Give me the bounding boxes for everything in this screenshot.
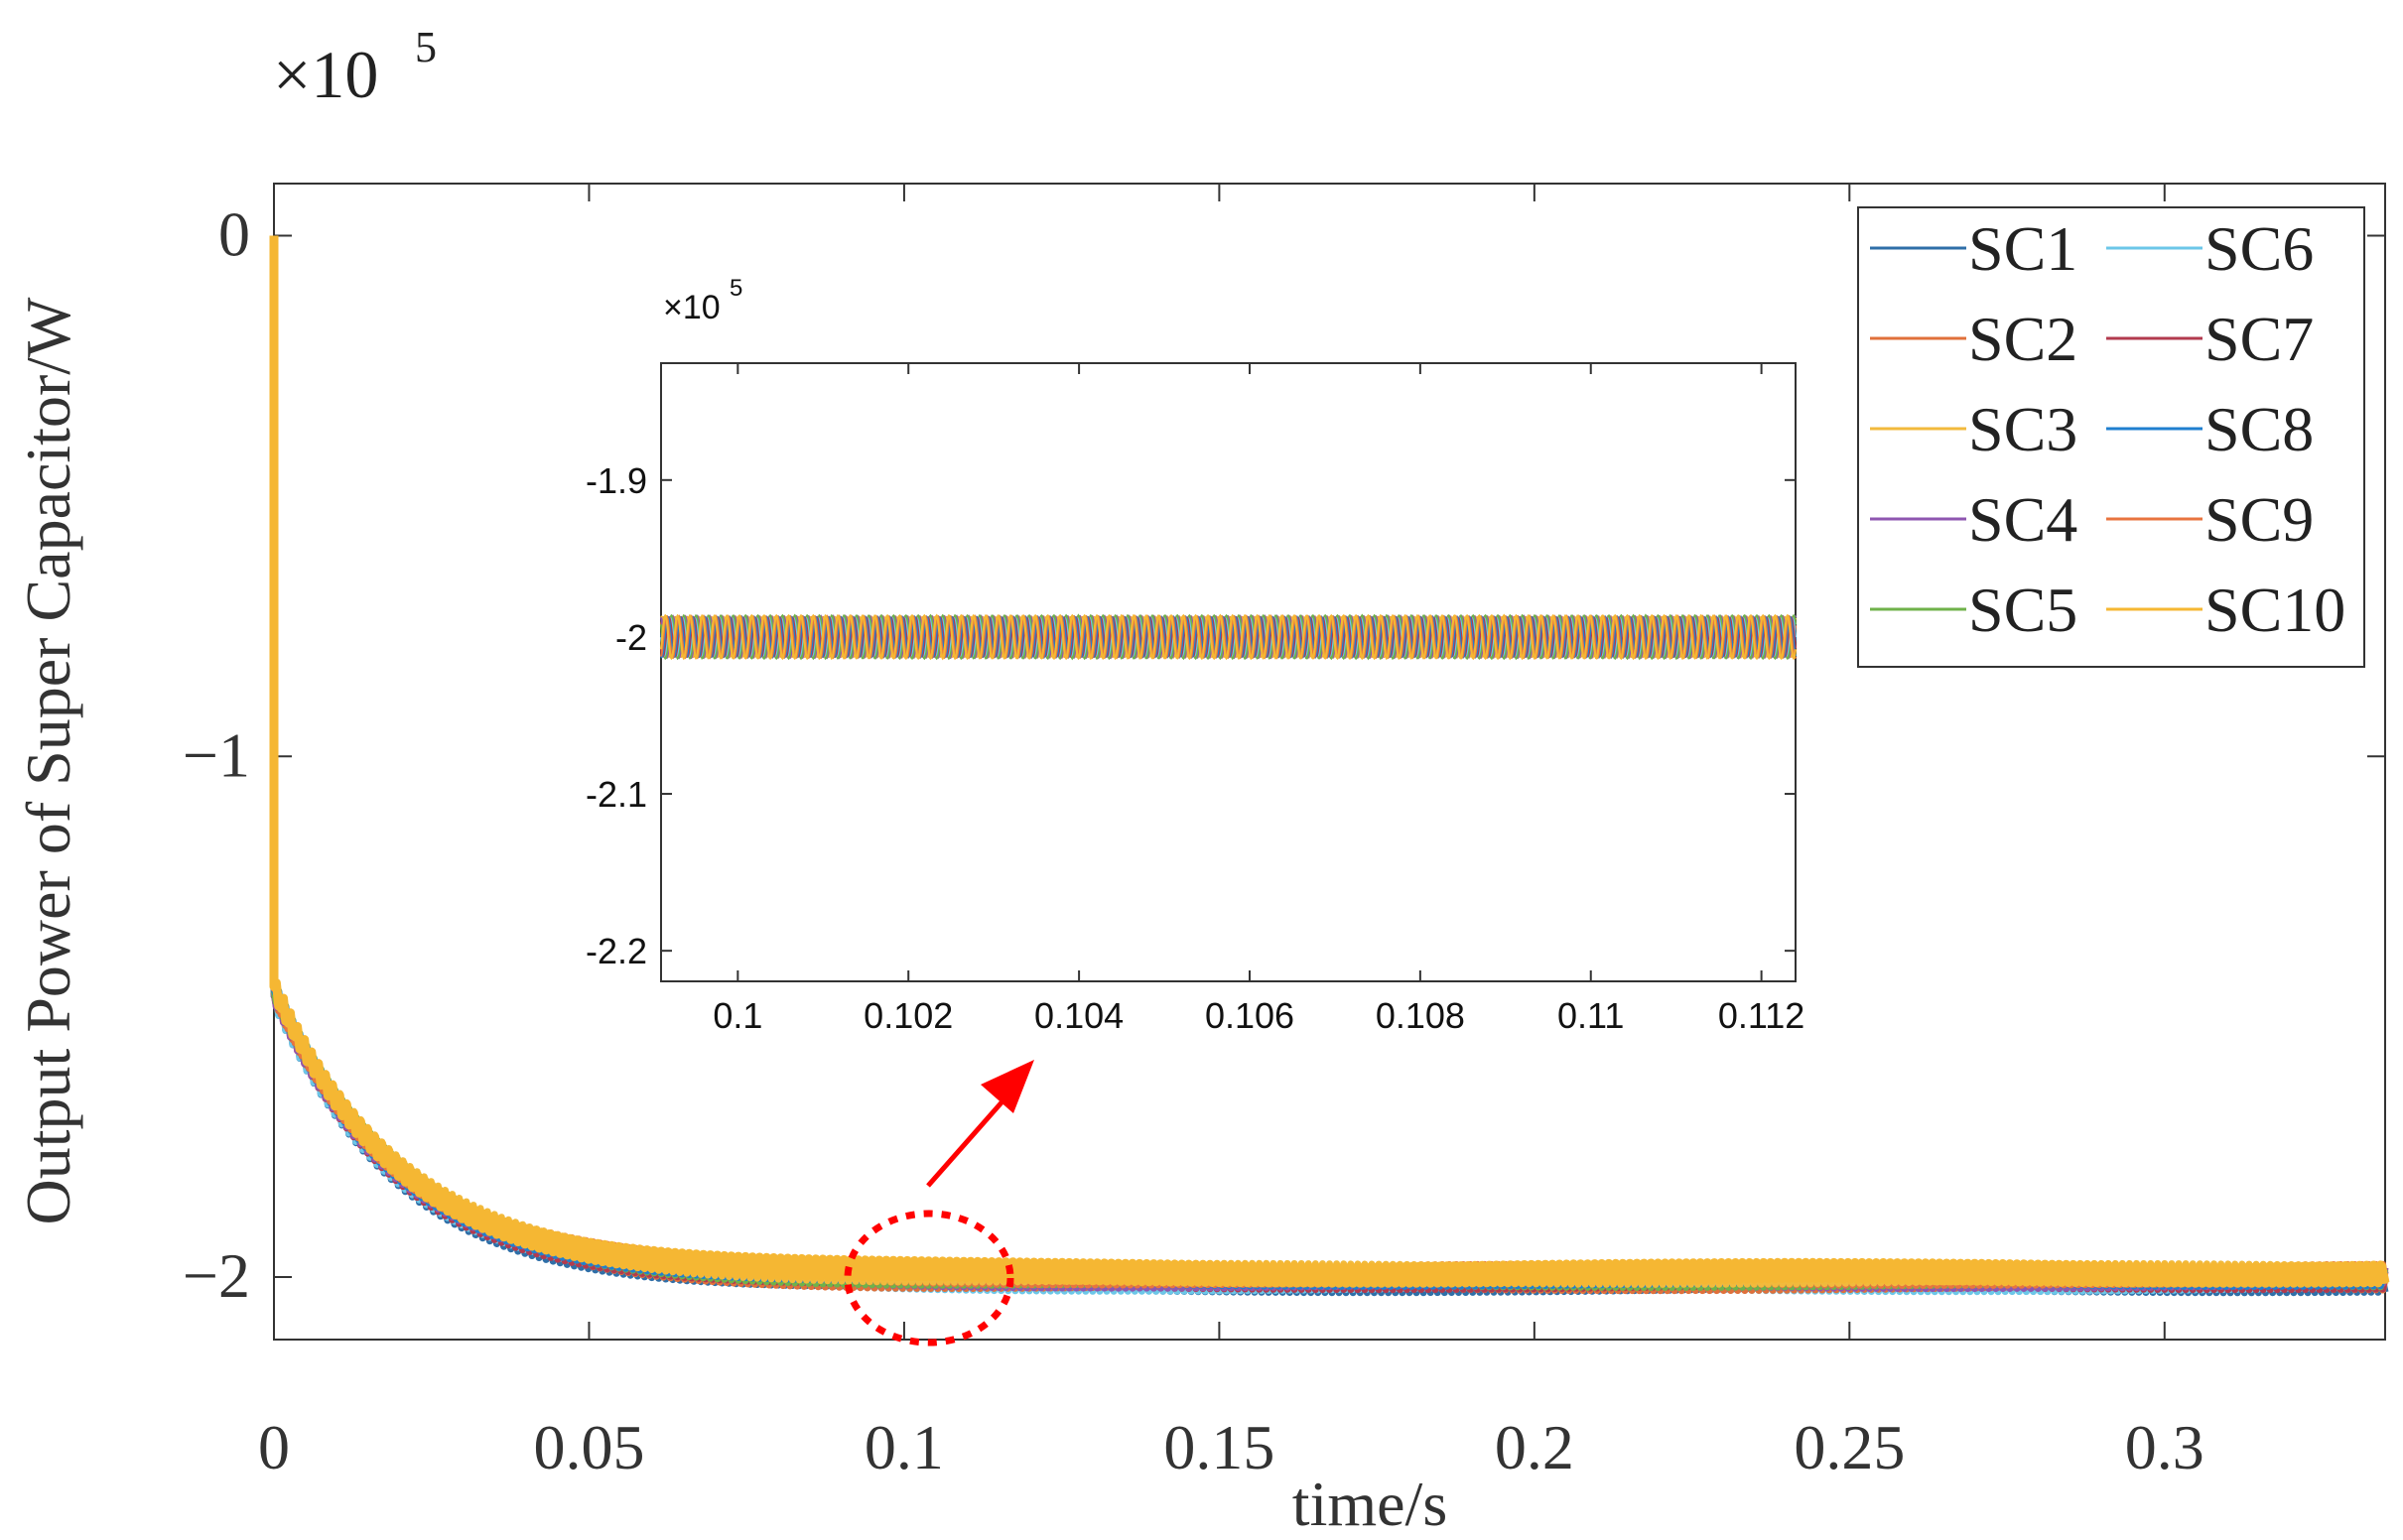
main-curves — [269, 235, 2390, 1297]
y-axis-label: Output Power of Super Capacitor/W — [13, 297, 83, 1225]
x-tick-label: 0.3 — [2125, 1412, 2204, 1482]
legend-label-sc5: SC5 — [1968, 575, 2077, 645]
y-multiplier: ×10 5 — [273, 23, 437, 112]
inset-x-tick-label: 0.1 — [713, 995, 762, 1036]
x-tick-label: 0 — [258, 1412, 290, 1482]
inset-plot: 0.1 0.102 0.104 0.106 0.108 0.11 0.112 -1.9 -2 -2… — [586, 275, 1804, 1036]
inset-y-tick-label: -2 — [615, 617, 647, 658]
inset-curves — [659, 613, 1798, 661]
zoom-arrow-shaft — [926, 1099, 1004, 1188]
legend-label-sc3: SC3 — [1968, 394, 2077, 464]
legend-label-sc7: SC7 — [2204, 304, 2314, 374]
y-tick-label: −1 — [183, 719, 250, 790]
x-tick-label: 0.05 — [533, 1412, 644, 1482]
inset-x-tick-label: 0.102 — [864, 995, 953, 1036]
legend-label-sc6: SC6 — [2204, 213, 2314, 284]
legend-label-sc8: SC8 — [2204, 394, 2314, 464]
legend-items: SC1 SC2 SC3 SC4 SC5 SC6 SC7 SC8 SC9 SC10 — [1870, 213, 2345, 645]
x-tick-label: 0.15 — [1163, 1412, 1274, 1482]
x-tick-label: 0.25 — [1794, 1412, 1905, 1482]
y-tick-label: −2 — [183, 1240, 250, 1311]
legend-label-sc9: SC9 — [2204, 484, 2314, 555]
inset-y-tick-label: -2.1 — [586, 774, 647, 815]
inset-plot-frame — [660, 362, 1797, 982]
inset-x-tick-label: 0.11 — [1557, 995, 1624, 1036]
legend-label-sc10: SC10 — [2204, 575, 2345, 645]
inset-series-line-sc10 — [659, 613, 1798, 661]
inset-y-multiplier-exponent: 5 — [730, 275, 742, 302]
legend: SC1 SC2 SC3 SC4 SC5 SC6 SC7 SC8 SC9 SC10 — [1857, 206, 2365, 668]
y-multiplier-label: ×10 — [273, 37, 378, 112]
legend-box — [1857, 206, 2365, 668]
inset-x-tick-label: 0.106 — [1205, 995, 1294, 1036]
series-line-sc10 — [269, 235, 2390, 1288]
inset-series-line-sc9 — [659, 614, 1798, 660]
inset-x-tick-label: 0.104 — [1034, 995, 1124, 1036]
inset-x-tick-label: 0.112 — [1718, 995, 1804, 1036]
inset-y-multiplier: ×10 5 — [663, 275, 742, 326]
zoom-annotation — [844, 1060, 1034, 1347]
inset-x-tick-label: 0.108 — [1376, 995, 1465, 1036]
x-axis-label: time/s — [1292, 1469, 1447, 1539]
main-ticks — [273, 184, 2385, 1340]
inset-ticks — [661, 363, 1796, 981]
legend-label-sc1: SC1 — [1968, 213, 2077, 284]
y-multiplier-exponent: 5 — [415, 23, 437, 71]
x-tick-label: 0.1 — [865, 1412, 944, 1482]
x-tick-label: 0.2 — [1495, 1412, 1574, 1482]
inset-y-tick-label: -1.9 — [586, 460, 647, 501]
inset-y-multiplier-label: ×10 — [663, 289, 721, 326]
legend-label-sc4: SC4 — [1968, 484, 2077, 555]
zoom-circle — [844, 1210, 1014, 1347]
legend-label-sc2: SC2 — [1968, 304, 2077, 374]
inset-y-tick-label: -2.2 — [586, 931, 647, 971]
y-tick-label: 0 — [218, 198, 250, 269]
zoom-arrow-head — [981, 1060, 1034, 1113]
main-tick-labels: 0 0.05 0.1 0.15 0.2 0.25 0.30−1−2 — [183, 198, 2204, 1482]
inset-tick-labels: 0.1 0.102 0.104 0.106 0.108 0.11 0.112 -1.9 -2 -2… — [586, 460, 1804, 1036]
